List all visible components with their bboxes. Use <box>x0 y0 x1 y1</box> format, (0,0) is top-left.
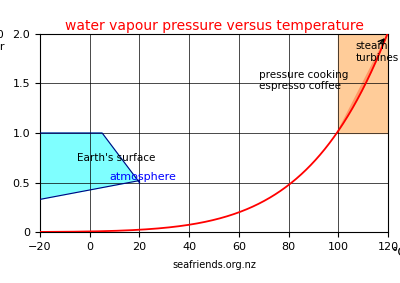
Text: atmosphere: atmosphere <box>110 171 176 182</box>
Polygon shape <box>40 133 140 199</box>
Title: water vapour pressure versus temperature: water vapour pressure versus temperature <box>64 19 364 33</box>
Text: pressure cooking
espresso coffee: pressure cooking espresso coffee <box>259 70 348 91</box>
Polygon shape <box>338 34 388 131</box>
Text: steam
turbines: steam turbines <box>356 41 399 63</box>
Text: 2.0
bar: 2.0 bar <box>0 30 4 52</box>
Text: °C: °C <box>392 246 400 259</box>
Polygon shape <box>338 34 388 133</box>
Text: seafriends.org.nz: seafriends.org.nz <box>172 260 256 270</box>
Text: Earth's surface: Earth's surface <box>77 153 156 163</box>
